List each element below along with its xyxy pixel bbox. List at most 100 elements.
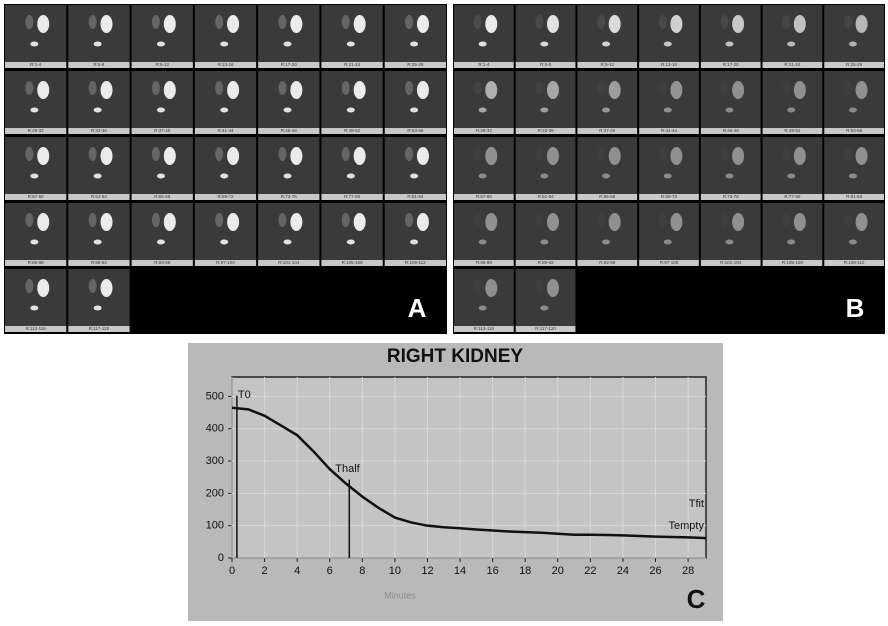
frame-label-strip xyxy=(321,260,383,266)
kidney-spot xyxy=(227,213,240,231)
frame-label: R:25-28 xyxy=(846,62,863,67)
frame xyxy=(639,203,699,260)
bladder-spot xyxy=(410,239,419,245)
frame-label: R:65-68 xyxy=(154,194,171,199)
frame xyxy=(131,203,193,260)
y-tick-label: 100 xyxy=(206,520,224,532)
bladder-spot xyxy=(410,41,419,47)
frame xyxy=(824,5,884,62)
frame-label: R:33-36 xyxy=(538,128,555,133)
frame-label: R:5-8 xyxy=(540,62,552,67)
frame xyxy=(762,203,823,260)
x-tick-label: 16 xyxy=(486,565,498,577)
kidney-spot xyxy=(473,279,482,293)
bladder-spot xyxy=(848,41,857,47)
frame-label-strip xyxy=(762,260,823,266)
panel-letter: C xyxy=(687,584,706,614)
kidney-spot xyxy=(278,213,287,227)
frame xyxy=(321,5,383,62)
frame-label: R:93-96 xyxy=(154,260,171,265)
bladder-spot xyxy=(478,239,487,245)
bladder-spot xyxy=(346,41,355,47)
kidney-spot xyxy=(855,15,868,33)
kidney-spot xyxy=(473,213,482,227)
x-tick-label: 6 xyxy=(327,565,333,577)
kidney-spot xyxy=(405,81,414,95)
bladder-spot xyxy=(540,239,549,245)
kidney-spot xyxy=(100,15,113,33)
kidney-spot xyxy=(720,81,729,95)
frame-label: R:13-16 xyxy=(661,62,678,67)
kidney-spot xyxy=(843,81,852,95)
plot-area xyxy=(231,376,707,559)
panel-letter: B xyxy=(846,293,865,323)
kidney-spot xyxy=(227,15,240,33)
frame xyxy=(515,203,576,260)
frame xyxy=(68,269,130,326)
kidney-spot xyxy=(163,81,176,99)
bladder-spot xyxy=(848,107,857,113)
kidney-spot xyxy=(535,81,544,95)
bladder-spot xyxy=(540,107,549,113)
frame-label-strip xyxy=(384,128,446,134)
frame-label: R:61-64 xyxy=(91,194,108,199)
kidney-spot xyxy=(608,15,621,33)
frame-label: R:9-12 xyxy=(601,62,615,67)
x-tick-label: 8 xyxy=(359,565,365,577)
frame-label-strip xyxy=(384,260,446,266)
frame xyxy=(515,71,576,128)
bladder-spot xyxy=(848,173,857,179)
bladder-spot xyxy=(346,239,355,245)
frame-label-strip xyxy=(454,194,514,200)
frame-label-strip xyxy=(700,62,761,68)
kidney-spot xyxy=(608,147,621,165)
frame xyxy=(577,5,638,62)
frame-label-strip xyxy=(577,260,638,266)
bladder-spot xyxy=(725,173,734,179)
kidney-spot xyxy=(597,213,606,227)
frame-label-strip xyxy=(258,260,320,266)
frame xyxy=(639,137,699,194)
frame-label-strip xyxy=(131,260,193,266)
frame xyxy=(639,5,699,62)
kidney-spot xyxy=(405,15,414,29)
frame-label-strip xyxy=(384,62,446,68)
frame-label-strip xyxy=(515,260,576,266)
frame xyxy=(454,203,514,260)
bladder-spot xyxy=(787,239,796,245)
frame xyxy=(68,71,130,128)
kidney-spot xyxy=(670,213,683,231)
kidney-spot xyxy=(405,147,414,161)
frame-label-strip xyxy=(515,62,576,68)
bladder-spot xyxy=(725,239,734,245)
frame-label-strip xyxy=(639,62,699,68)
kidney-spot xyxy=(546,15,559,33)
frame xyxy=(258,5,320,62)
frame-label: R:73-76 xyxy=(723,194,740,199)
kidney-spot xyxy=(290,147,303,165)
frame-label-strip xyxy=(824,128,884,134)
frame-label: R:57-60 xyxy=(476,194,493,199)
bladder-spot xyxy=(220,239,229,245)
bladder-spot xyxy=(540,173,549,179)
frame xyxy=(577,71,638,128)
frame-label: R:45-48 xyxy=(281,128,298,133)
kidney-spot xyxy=(290,15,303,33)
frame-label-strip xyxy=(131,128,193,134)
kidney-spot xyxy=(353,213,366,231)
frame xyxy=(577,137,638,194)
frame-label: R:29-32 xyxy=(476,128,493,133)
chart-title: RIGHT KIDNEY xyxy=(387,346,524,367)
bladder-spot xyxy=(93,239,102,245)
frame-label: R:73-76 xyxy=(281,194,298,199)
kidney-spot xyxy=(597,147,606,161)
kidney-spot xyxy=(151,81,160,95)
frame-label-strip xyxy=(454,326,514,332)
kidney-spot xyxy=(843,213,852,227)
frame-label: R:5-8 xyxy=(93,62,105,67)
kidney-spot xyxy=(227,81,240,99)
bladder-spot xyxy=(220,41,229,47)
frame-label-strip xyxy=(762,128,823,134)
frame-label: R:17-20 xyxy=(723,62,740,67)
